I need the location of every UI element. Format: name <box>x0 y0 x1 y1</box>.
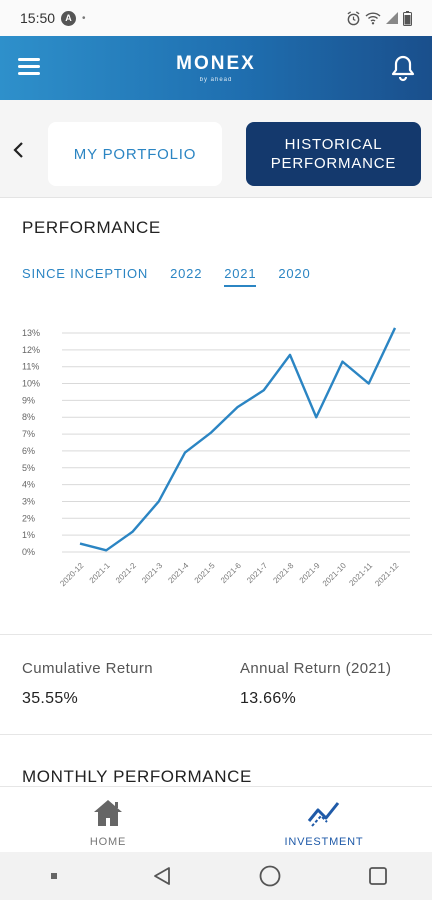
system-navigation-bar <box>0 852 432 900</box>
square-recents-icon <box>369 867 387 885</box>
alarm-icon <box>347 10 360 25</box>
period-selector: SINCE INCEPTION 2022 2021 2020 <box>22 266 311 287</box>
system-recents-button[interactable] <box>358 856 398 896</box>
bell-icon[interactable] <box>390 54 416 82</box>
x-tick-label: 2020-12 <box>58 561 86 589</box>
y-tick-label: 3% <box>22 496 35 506</box>
y-tick-label: 5% <box>22 463 35 473</box>
y-tick-label: 1% <box>22 530 35 540</box>
app-header: MONEX by ahead <box>0 36 432 100</box>
x-tick-label: 2021-5 <box>193 561 217 585</box>
x-tick-label: 2021-4 <box>166 561 190 585</box>
monthly-performance-title: MONTHLY PERFORMANCE <box>22 767 252 786</box>
system-menu-button[interactable] <box>34 856 74 896</box>
brand-tagline: by ahead <box>199 77 233 83</box>
tab-historical-label-line1: HISTORICAL <box>284 136 383 153</box>
nav-investment-label: INVESTMENT <box>284 836 364 848</box>
performance-title: PERFORMANCE <box>22 218 161 237</box>
dot-icon <box>51 873 57 879</box>
wifi-icon <box>365 12 381 25</box>
x-tick-label: 2021-8 <box>271 561 295 585</box>
status-right-icons <box>346 10 412 26</box>
x-tick-label: 2021-10 <box>321 561 349 589</box>
period-2020[interactable]: 2020 <box>278 266 311 281</box>
nav-investment[interactable]: INVESTMENT <box>264 797 384 848</box>
x-tick-label: 2021-7 <box>245 561 269 585</box>
period-since-inception[interactable]: SINCE INCEPTION <box>22 266 149 281</box>
portfolio-tabs: MY PORTFOLIO HISTORICAL PERFORMANCE <box>0 100 432 198</box>
cumulative-return-value: 35.55% <box>22 690 79 707</box>
annual-return-label: Annual Return (2021) <box>240 660 392 677</box>
y-tick-label: 7% <box>22 429 35 439</box>
investment-trend-icon <box>307 802 340 827</box>
y-tick-label: 6% <box>22 446 35 456</box>
performance-line-chart: 0%1%2%3%4%5%6%7%8%9%10%11%12%13%2020-12 2… <box>22 327 410 589</box>
tab-my-portfolio[interactable]: MY PORTFOLIO <box>48 122 222 186</box>
home-icon <box>94 800 122 826</box>
system-back-button[interactable] <box>142 856 182 896</box>
back-arrow-icon[interactable] <box>10 140 28 160</box>
triangle-back-icon <box>154 867 170 885</box>
y-tick-label: 2% <box>22 513 35 523</box>
status-time: 15:50 <box>20 10 56 26</box>
y-tick-label: 0% <box>22 547 35 557</box>
brand-name: MONEX <box>176 53 256 74</box>
x-tick-label: 2021-12 <box>373 561 401 589</box>
notification-app-icon: A <box>61 10 77 26</box>
series-line <box>79 327 397 552</box>
x-tick-label: 2021-11 <box>347 561 374 588</box>
x-tick-label: 2021-3 <box>140 561 164 585</box>
x-tick-label: 2021-9 <box>298 561 322 585</box>
y-tick-label: 9% <box>22 395 35 405</box>
system-home-button[interactable] <box>250 856 290 896</box>
hamburger-menu-icon[interactable] <box>18 58 40 76</box>
signal-icon <box>386 12 398 24</box>
battery-icon <box>403 10 412 26</box>
circle-home-icon <box>259 865 281 887</box>
monex-logo: MONEX by ahead <box>176 53 256 83</box>
status-bar: 15:50 A • <box>0 0 432 36</box>
period-2022[interactable]: 2022 <box>170 266 203 281</box>
nav-home[interactable]: HOME <box>48 797 168 848</box>
tab-my-portfolio-label: MY PORTFOLIO <box>73 145 197 163</box>
y-tick-label: 11% <box>22 362 39 372</box>
divider <box>0 734 432 735</box>
x-tick-label: 2021-1 <box>88 561 112 585</box>
y-tick-label: 8% <box>22 412 35 422</box>
status-left-icons: A • <box>61 10 86 26</box>
y-tick-label: 4% <box>22 480 35 490</box>
bottom-navigation: HOME INVESTMENT <box>0 786 432 852</box>
y-tick-label: 12% <box>22 345 40 355</box>
tab-historical-performance[interactable]: HISTORICAL PERFORMANCE <box>246 122 421 186</box>
more-notifications-icon: • <box>82 12 86 24</box>
y-tick-label: 10% <box>22 379 40 389</box>
nav-home-label: HOME <box>89 836 127 848</box>
tab-historical-label-line2: PERFORMANCE <box>270 155 397 172</box>
annual-return-value: 13.66% <box>240 690 297 707</box>
x-tick-label: 2021-2 <box>114 561 138 585</box>
x-tick-label: 2021-6 <box>219 561 243 585</box>
y-tick-label: 13% <box>22 328 40 338</box>
divider <box>0 634 432 635</box>
cumulative-return-label: Cumulative Return <box>22 660 154 677</box>
period-2021[interactable]: 2021 <box>224 266 257 287</box>
